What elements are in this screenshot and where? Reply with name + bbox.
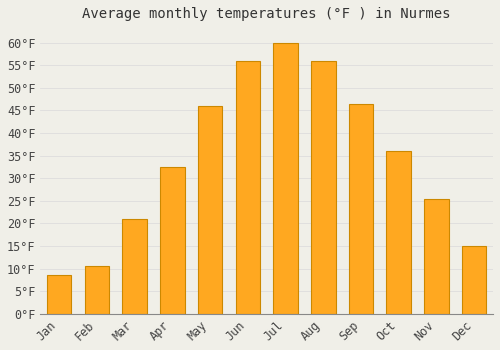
Bar [160,167,184,314]
Bar [386,151,411,314]
Bar [311,61,336,314]
Bar [198,106,222,314]
Bar [274,43,298,314]
Bar [84,266,109,314]
Bar [462,246,486,314]
Bar [348,104,374,314]
Bar [236,61,260,314]
Bar [47,275,72,314]
Title: Average monthly temperatures (°F ) in Nurmes: Average monthly temperatures (°F ) in Nu… [82,7,451,21]
Bar [122,219,147,314]
Bar [424,198,448,314]
